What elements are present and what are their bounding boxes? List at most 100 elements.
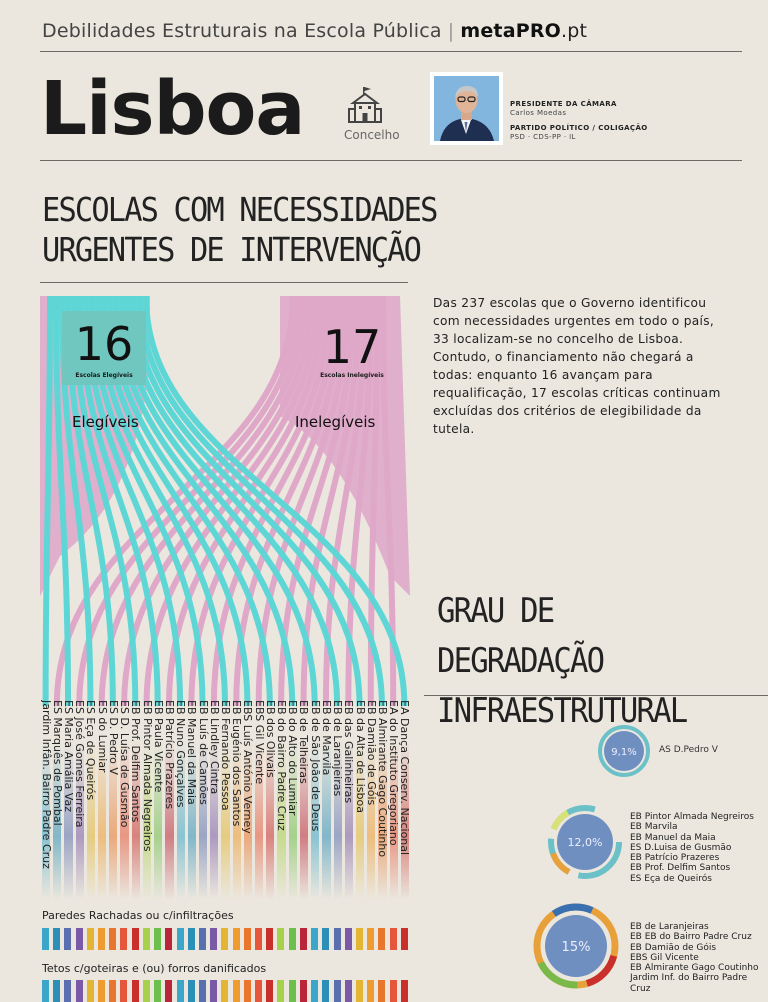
school-name: EB Almirante Gago Coutinho [375, 700, 389, 858]
donut-2-school-list: EB Pintor Almada Negreiros EB Marvila EB M… [630, 812, 754, 884]
indicator-stripe [400, 980, 408, 1002]
flow-ribbon [42, 296, 53, 706]
indicator-stripe [232, 928, 240, 950]
indicator-stripe [389, 980, 397, 1002]
mayor-role-label: PRESIDENTE DA CÂMARA [510, 100, 617, 108]
indicator-stripe [277, 928, 285, 950]
school-name: EB Pintor Almada Negreiros [140, 700, 154, 852]
degradation-school-item: EBS Gil Vicente [630, 952, 699, 963]
indicator-stripe [255, 928, 263, 950]
indicator-stripe [210, 928, 218, 950]
indicator-stripe [232, 980, 240, 1002]
flow-ribbon [137, 296, 385, 706]
indicator-stripe [120, 928, 128, 950]
eligible-count-caption: Escolas Elegíveis [75, 372, 133, 379]
indicator-stripe [198, 980, 206, 1002]
indicator-stripe [378, 928, 386, 950]
indicator-stripe [165, 928, 173, 950]
series-header: Debilidades Estruturais na Escola Públic… [42, 20, 587, 42]
indicator-stripe [131, 980, 139, 1002]
section-title-degradation: GRAU DE DEGRADAÇÃO INFRAESTRUTURAL [437, 591, 688, 731]
indicator-stripe [86, 928, 94, 950]
indicator-stripe [288, 928, 296, 950]
school-name: EB Nuno Gonçalves [174, 700, 188, 808]
school-name: EBS Luís António Verney [241, 700, 255, 834]
flow-ribbon [53, 296, 72, 706]
degradation-donut-1: 9,1% [598, 725, 650, 777]
school-name: EB da Alta de Lisboa [353, 700, 367, 813]
indicator-stripe [243, 980, 251, 1002]
indicator-stripe [221, 980, 229, 1002]
header-separator: | [447, 20, 455, 42]
school-name: EB Paula Vicente [151, 700, 165, 793]
series-title: Debilidades Estruturais na Escola Públic… [42, 20, 442, 42]
indicator-stripe [322, 980, 330, 1002]
school-name: EB Patrício Prazeres [162, 700, 176, 810]
indicator-stripe [299, 980, 307, 1002]
school-name: EB Damião de Góis [364, 700, 378, 806]
indicator-stripe [53, 980, 61, 1002]
indicator-stripe [355, 980, 363, 1002]
eligible-label: Elegíveis [72, 413, 139, 431]
party-label: PARTIDO POLÍTICO / COLIGAÇÃO [510, 124, 648, 132]
degradation-school-item: EB Pintor Almada Negreiros [630, 812, 755, 822]
degradation-school-item: ES Eça de Queirós [630, 873, 712, 884]
eligible-count: 16 [74, 317, 134, 371]
school-name: ES Marquês de Pombal [50, 700, 64, 826]
donut-3-percent: 15% [562, 940, 591, 955]
indicator-stripe [266, 928, 274, 950]
degradation-school-item: EB Almirante Gago Coutinho [630, 963, 759, 974]
indicator-stripe [165, 980, 173, 1002]
ineligible-count-caption: Escolas Inelegíveis [320, 372, 384, 379]
city-type-label: Concelho [344, 128, 400, 142]
degradation-school-item: EB Patrício Prazeres [630, 853, 720, 864]
donut-1-percent: 9,1% [611, 747, 636, 758]
indicator-stripe [42, 980, 49, 1002]
indicator-stripe [120, 980, 128, 1002]
indicator-stripe [42, 928, 49, 950]
school-name: EB de Telheiras [297, 700, 311, 784]
indicator-stripe [277, 980, 285, 1002]
ineligible-label: Inelegíveis [295, 413, 376, 431]
degradation-school-item: Jardim Inf. do Bairro Padre Cruz [630, 973, 748, 994]
indicator-stripe [109, 928, 117, 950]
indicator-stripe [142, 980, 150, 1002]
indicator-stripe [64, 980, 72, 1002]
school-name: EB dos Olivais [263, 700, 277, 778]
section-title-urgent: ESCOLAS COM NECESSIDADES URGENTES DE INT… [42, 190, 438, 269]
indicator-walls-label: Paredes Rachadas ou c/infiltrações [42, 909, 234, 922]
degradation-donut-3: 15% [533, 903, 619, 989]
indicator-stripe [86, 980, 94, 1002]
eligible-count-box: 16 Escolas Elegíveis [62, 311, 146, 385]
intro-paragraph: Das 237 escolas que o Governo identifico… [433, 296, 721, 436]
indicator-stripe [400, 928, 408, 950]
school-name: ES José Gomes Ferreira [73, 700, 87, 828]
school-name: ES D. Luísa de Gusmão [118, 700, 132, 828]
school-name: ES D. Pedro V [106, 700, 120, 775]
degradation-school-item: EB Prof. Delfim Santos [630, 863, 731, 874]
degradation-school-item: EB Manuel da Maia [630, 832, 716, 843]
ineligible-count: 17 [322, 320, 382, 374]
degradation-school-item: EB de Laranjeiras [630, 922, 709, 932]
indicator-stripe [344, 980, 352, 1002]
school-name: EB de Laranjeiras [331, 700, 345, 797]
indicator-stripe [378, 980, 386, 1002]
indicator-stripe [389, 928, 397, 950]
indicator-stripe [322, 928, 330, 950]
city-title: Lisboa [40, 66, 305, 152]
indicator-stripe [355, 928, 363, 950]
indicator-stripe [221, 928, 229, 950]
school-name: ES Eça de Queirós [84, 700, 98, 801]
indicator-stripe [367, 928, 375, 950]
indicator-stripe [187, 928, 195, 950]
indicator-stripe [311, 928, 319, 950]
donut-1-school: AS D.Pedro V [659, 745, 718, 755]
brand-logo[interactable]: metaPRO.pt [460, 20, 588, 42]
degradation-title-underline [424, 695, 768, 696]
indicator-stripe [75, 980, 83, 1002]
indicator-stripe [176, 980, 184, 1002]
degradation-school-item: EB EB do Bairro Padre Cruz [630, 932, 752, 943]
school-name: ES do Lumiar [95, 700, 109, 773]
school-name: EB Manuel da Maia [185, 700, 199, 805]
indicator-stripe [311, 980, 319, 1002]
